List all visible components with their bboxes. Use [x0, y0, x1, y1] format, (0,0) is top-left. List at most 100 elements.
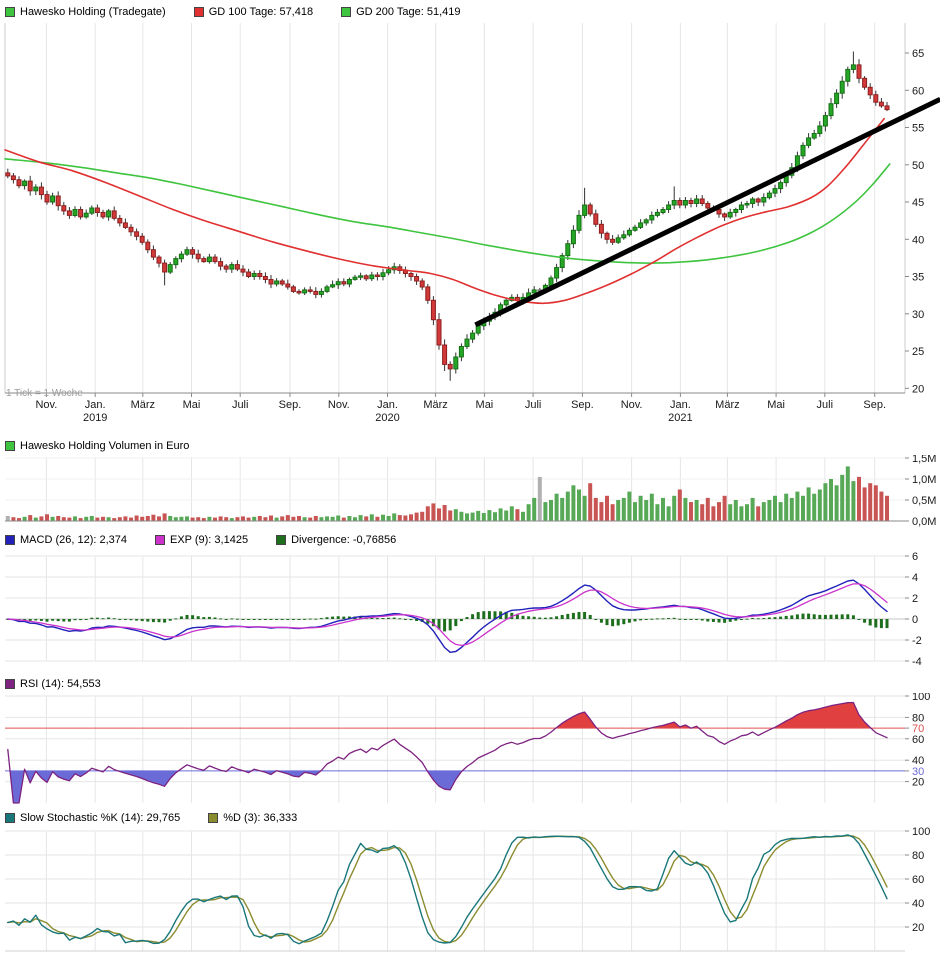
svg-text:40: 40: [912, 898, 924, 910]
gd200-swatch-icon: [341, 7, 352, 17]
price-legend: Hawesko Holding (Tradegate) GD 100 Tage:…: [0, 3, 940, 21]
svg-text:40: 40: [912, 755, 924, 767]
svg-text:30: 30: [912, 309, 924, 321]
macd-panel: MACD (26, 12): 2,374 EXP (9): 3,1425 Div…: [0, 531, 940, 671]
svg-text:2021: 2021: [668, 412, 692, 424]
svg-text:März: März: [131, 399, 155, 411]
svg-text:20: 20: [912, 922, 924, 934]
svg-text:45: 45: [912, 197, 924, 209]
rsi-label: RSI (14): 54,553: [20, 678, 101, 690]
legend-item-stoch-k: Slow Stochastic %K (14): 29,765: [5, 812, 180, 824]
macd-chart-canvas: 6 4 2 0 -2 -4: [5, 551, 922, 668]
svg-text:Nov.: Nov.: [328, 399, 350, 411]
volume-panel: Hawesko Holding Volumen in Euro 1,5M 1,0M…: [0, 437, 940, 527]
svg-text:März: März: [715, 399, 739, 411]
svg-text:Mai: Mai: [476, 399, 494, 411]
volume-chart-canvas: 1,5M 1,0M 0,5M 0,0M: [5, 455, 936, 527]
stoch-d-label: %D (3): 36,333: [223, 812, 298, 824]
svg-text:100: 100: [912, 693, 930, 703]
price-plot-area: Nov. Jan. 2019 März Mai Juli Sep. Nov. Jan. 2020 M…: [0, 21, 940, 435]
tick-note: 1 Tick = 1 Woche: [6, 388, 83, 399]
svg-text:Sep.: Sep.: [279, 399, 302, 411]
price-panel: Hawesko Holding (Tradegate) GD 100 Tage:…: [0, 0, 940, 435]
macd-label: MACD (26, 12): 2,374: [20, 534, 127, 546]
legend-item-macd: MACD (26, 12): 2,374: [5, 534, 127, 546]
divergence-swatch-icon: [276, 535, 287, 545]
instrument-swatch-icon: [5, 7, 15, 17]
svg-text:Juli: Juli: [232, 399, 249, 411]
stoch-chart-canvas: 100 80 60 40 20: [5, 827, 930, 952]
legend-item-gd100: GD 100 Tage: 57,418: [193, 6, 314, 18]
svg-text:2020: 2020: [375, 412, 399, 424]
svg-text:Juli: Juli: [525, 399, 542, 411]
svg-text:4: 4: [912, 572, 918, 584]
svg-text:50: 50: [912, 160, 924, 172]
legend-item-stoch-d: %D (3): 36,333: [208, 812, 297, 824]
svg-text:Mai: Mai: [767, 399, 785, 411]
svg-text:0,5M: 0,5M: [912, 495, 936, 507]
svg-text:März: März: [423, 399, 447, 411]
svg-text:Nov.: Nov.: [621, 399, 643, 411]
svg-text:0: 0: [912, 614, 918, 626]
macd-swatch-icon: [5, 535, 15, 545]
svg-text:6: 6: [912, 551, 918, 563]
svg-text:Jan.: Jan.: [670, 399, 691, 411]
svg-text:60: 60: [912, 85, 924, 97]
legend-item-gd200: GD 200 Tage: 51,419: [341, 6, 461, 18]
svg-text:60: 60: [912, 874, 924, 886]
legend-item-rsi: RSI (14): 54,553: [5, 678, 101, 690]
legend-item-volume: Hawesko Holding Volumen in Euro: [5, 440, 189, 452]
legend-item-divergence: Divergence: -0,76856: [276, 534, 396, 546]
svg-text:0,0M: 0,0M: [912, 516, 936, 527]
svg-text:-4: -4: [912, 656, 922, 668]
rsi-legend: RSI (14): 54,553: [0, 675, 940, 693]
stoch-legend: Slow Stochastic %K (14): 29,765 %D (3): …: [0, 809, 940, 827]
svg-text:Jan.: Jan.: [377, 399, 398, 411]
legend-item-exp: EXP (9): 3,1425: [155, 534, 248, 546]
svg-text:65: 65: [912, 48, 924, 60]
instrument-label: Hawesko Holding (Tradegate): [20, 6, 166, 18]
svg-text:25: 25: [912, 346, 924, 358]
rsi-panel: RSI (14): 54,553 100 80 70 60 40 30 20: [0, 675, 940, 807]
svg-text:20: 20: [912, 777, 924, 789]
gd100-label: GD 100 Tage: 57,418: [208, 6, 314, 18]
legend-item-instrument: Hawesko Holding (Tradegate): [5, 6, 166, 18]
exp-label: EXP (9): 3,1425: [170, 534, 249, 546]
macd-legend: MACD (26, 12): 2,374 EXP (9): 3,1425 Div…: [0, 531, 940, 549]
svg-text:2: 2: [912, 593, 918, 605]
gd100-swatch-icon: [193, 7, 204, 17]
svg-text:40: 40: [912, 234, 924, 246]
svg-text:1,0M: 1,0M: [912, 474, 936, 486]
svg-text:70: 70: [912, 723, 924, 735]
svg-text:Jan.: Jan.: [85, 399, 106, 411]
volume-legend: Hawesko Holding Volumen in Euro: [0, 437, 940, 455]
svg-text:35: 35: [912, 272, 924, 284]
svg-text:20: 20: [912, 383, 924, 395]
svg-text:80: 80: [912, 850, 924, 862]
stoch-d-swatch-icon: [208, 813, 219, 823]
stoch-k-label: Slow Stochastic %K (14): 29,765: [20, 812, 181, 824]
volume-swatch-icon: [5, 441, 15, 451]
svg-text:-2: -2: [912, 635, 922, 647]
volume-label: Hawesko Holding Volumen in Euro: [20, 440, 190, 452]
svg-text:80: 80: [912, 712, 924, 724]
svg-text:1,5M: 1,5M: [912, 455, 936, 465]
stoch-panel: Slow Stochastic %K (14): 29,765 %D (3): …: [0, 809, 940, 957]
divergence-label: Divergence: -0,76856: [291, 534, 397, 546]
exp-swatch-icon: [155, 535, 165, 545]
svg-text:55: 55: [912, 123, 924, 135]
svg-text:Sep.: Sep.: [571, 399, 594, 411]
svg-text:30: 30: [912, 766, 924, 778]
svg-text:100: 100: [912, 827, 930, 838]
svg-text:Nov.: Nov.: [35, 399, 57, 411]
svg-text:2019: 2019: [83, 412, 107, 424]
rsi-swatch-icon: [5, 679, 15, 689]
svg-text:Sep.: Sep.: [863, 399, 886, 411]
stoch-k-swatch-icon: [5, 813, 15, 823]
svg-text:60: 60: [912, 734, 924, 746]
svg-text:Mai: Mai: [183, 399, 201, 411]
svg-text:Juli: Juli: [817, 399, 834, 411]
